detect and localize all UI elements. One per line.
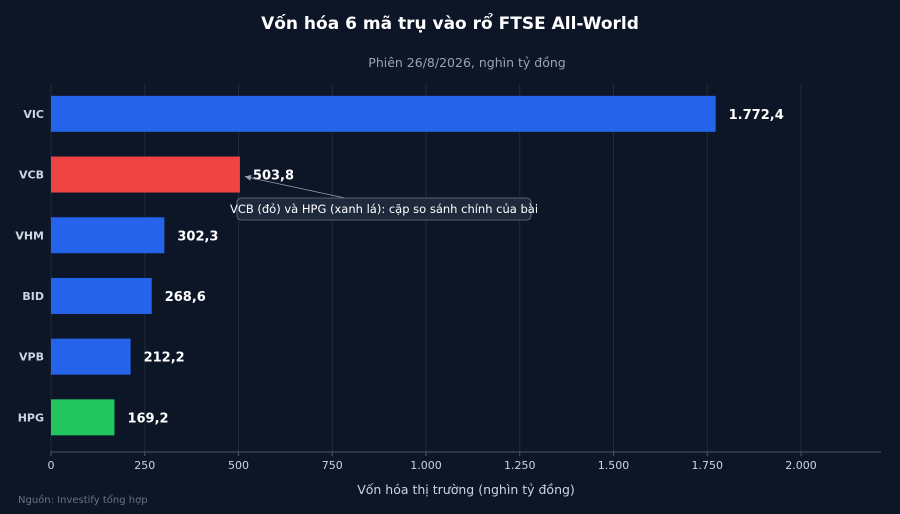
value-label: 212,2: [144, 351, 185, 366]
annotation: VCB (đỏ) và HPG (xanh lá): cặp so sánh c…: [230, 174, 538, 221]
category-label: VCB: [19, 169, 44, 182]
x-tick-label: 250: [134, 459, 155, 472]
value-label: 268,6: [165, 290, 206, 305]
value-labels: 1.772,4 503,8 302,3 268,6 212,2 169,2: [127, 108, 783, 427]
annotation-text: VCB (đỏ) và HPG (xanh lá): cặp so sánh c…: [230, 202, 538, 216]
x-tick-label: 500: [228, 459, 249, 472]
value-label: 169,2: [127, 411, 168, 426]
x-axis-title: Vốn hóa thị trường (nghìn tỷ đồng): [357, 482, 575, 497]
bar-vic: [51, 95, 716, 132]
bar-hpg: [51, 399, 115, 436]
x-tick-label: 750: [322, 459, 343, 472]
value-label: 302,3: [177, 229, 218, 244]
x-tick-label: 1.000: [410, 459, 442, 472]
category-label: VIC: [23, 108, 44, 121]
x-tick-label: 0: [48, 459, 55, 472]
annotation-arrowhead: [244, 174, 252, 181]
chart-subtitle: Phiên 26/8/2026, nghìn tỷ đồng: [368, 55, 565, 70]
bar-vcb: [51, 156, 240, 193]
bar-vhm: [51, 217, 165, 254]
value-label: 503,8: [253, 169, 294, 184]
x-tick-label: 2.000: [785, 459, 817, 472]
x-tick-label: 1.250: [504, 459, 536, 472]
value-label: 1.772,4: [729, 108, 784, 123]
x-tick-label: 1.750: [692, 459, 724, 472]
category-label: VHM: [15, 229, 44, 242]
bar-vpb: [51, 338, 131, 375]
x-tick-label: 1.500: [598, 459, 630, 472]
grid-layer: [50, 84, 802, 452]
chart-title: Vốn hóa 6 mã trụ vào rổ FTSE All-World: [261, 12, 639, 34]
category-label: HPG: [18, 411, 44, 424]
annotation-arrow: [244, 176, 346, 199]
bar-bid: [51, 277, 152, 314]
bars-layer: [51, 95, 716, 436]
category-labels: VIC VCB VHM BID VPB HPG: [15, 108, 44, 425]
annotation-box: [236, 197, 532, 221]
category-label: VPB: [19, 351, 44, 364]
source-note: Nguồn: Investify tổng hợp: [18, 493, 148, 506]
category-label: BID: [22, 290, 44, 303]
x-axis: 0 250 500 750 1.000 1.250 1.500 1.750 2.000: [48, 451, 881, 472]
